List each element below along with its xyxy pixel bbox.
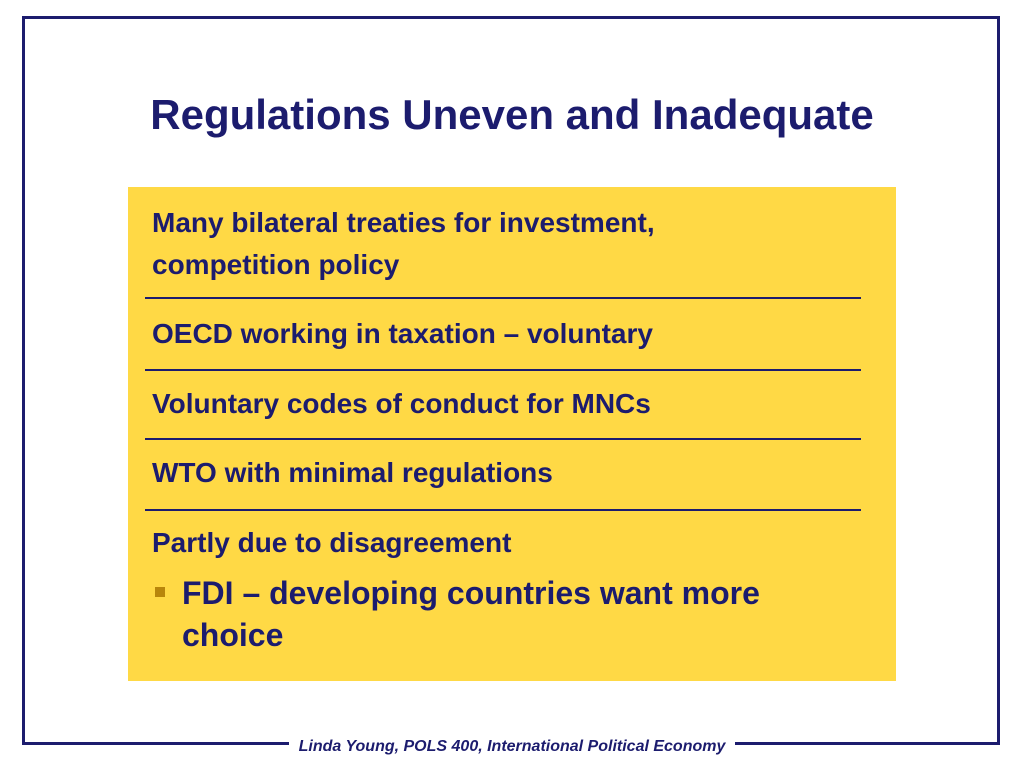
item-bilateral-treaties-line2: competition policy <box>152 249 400 280</box>
item-oecd-taxation: OECD working in taxation – voluntary <box>152 318 653 349</box>
divider <box>145 297 861 299</box>
item-wto: WTO with minimal regulations <box>152 457 553 488</box>
divider <box>145 509 861 511</box>
divider <box>145 369 861 371</box>
square-bullet-icon <box>155 587 165 597</box>
sub-bullet-fdi: FDI – developing countries want more cho… <box>152 572 852 656</box>
item-partly-disagreement: Partly due to disagreement <box>152 527 512 558</box>
item-bilateral-treaties-line1: Many bilateral treaties for investment, <box>152 207 655 238</box>
divider <box>145 438 861 440</box>
footer-text: Linda Young, POLS 400, International Pol… <box>288 735 736 759</box>
sub-bullet-fdi-line1: FDI – developing countries want more <box>182 575 760 611</box>
item-voluntary-codes: Voluntary codes of conduct for MNCs <box>152 388 651 419</box>
footer: Linda Young, POLS 400, International Pol… <box>0 735 1024 759</box>
slide-title: Regulations Uneven and Inadequate <box>150 91 874 138</box>
content-box <box>128 187 896 681</box>
sub-bullet-fdi-line2: choice <box>182 617 284 653</box>
